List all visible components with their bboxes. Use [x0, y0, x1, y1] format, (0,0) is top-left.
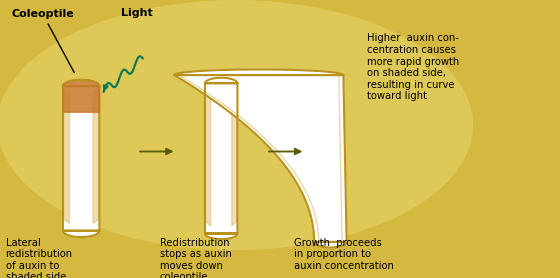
- Text: Light: Light: [122, 8, 153, 18]
- Text: Growth  proceeds
in proportion to
auxin concentration: Growth proceeds in proportion to auxin c…: [294, 238, 394, 271]
- Polygon shape: [206, 86, 211, 226]
- Polygon shape: [93, 89, 99, 224]
- Polygon shape: [64, 89, 69, 224]
- Polygon shape: [232, 86, 237, 226]
- Text: Redistribution
stops as auxin
moves down
coleoptile: Redistribution stops as auxin moves down…: [160, 238, 231, 278]
- Ellipse shape: [0, 0, 473, 250]
- Text: Lateral
redistribution
of auxin to
shaded side: Lateral redistribution of auxin to shade…: [6, 238, 73, 278]
- Polygon shape: [174, 70, 347, 247]
- Polygon shape: [63, 80, 100, 112]
- Polygon shape: [205, 78, 237, 239]
- Text: Coleoptile: Coleoptile: [11, 9, 74, 73]
- Text: Higher  auxin con-
centration causes
more rapid growth
on shaded side,
resulting: Higher auxin con- centration causes more…: [367, 33, 459, 101]
- Polygon shape: [63, 80, 100, 237]
